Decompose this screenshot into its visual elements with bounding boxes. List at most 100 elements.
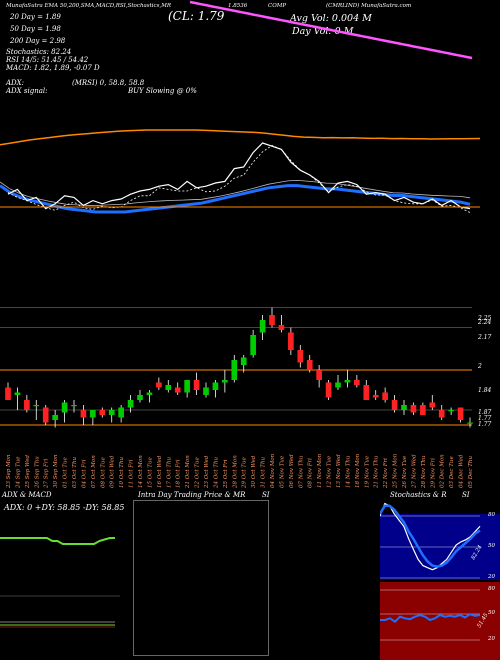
date-tick-label: 22 Oct Tue — [195, 456, 201, 489]
date-tick-label: 23 Oct Wed — [204, 455, 210, 489]
date-tick-label: 08 Oct Tue — [100, 456, 106, 488]
candle-body — [335, 382, 341, 388]
date-tick-label: 16 Oct Wed — [157, 455, 163, 488]
rsi-level-label: 50 — [488, 610, 495, 616]
date-tick-label: 24 Oct Thu — [213, 456, 219, 489]
intra-panel-title: Intra Day Trading Price & MR — [138, 491, 246, 499]
candle-body — [33, 405, 40, 407]
candle-body — [372, 395, 379, 398]
date-tick-label: 28 Nov Thu — [421, 455, 427, 489]
ma-20-label: 20 Day = 1.89 — [10, 13, 61, 21]
candle-body — [61, 402, 68, 413]
adx-panel-title: ADX & MACD — [2, 491, 52, 499]
date-tick-label: 28 Oct Mon — [232, 455, 238, 489]
date-tick-label: 30 Sep Mon — [53, 454, 59, 488]
rsi-level-label: 20 — [487, 636, 495, 642]
adx-label: ADX: — [6, 79, 25, 87]
date-tick-label: 15 Oct Tue — [147, 456, 153, 488]
date-tick-label: 21 Oct Mon — [185, 455, 191, 489]
macd-label: MACD: 1.82, 1.89, -0.07 D — [6, 64, 100, 72]
date-tick-label: 26 Sep Thu — [34, 456, 40, 489]
candle-body — [297, 350, 304, 363]
candle-body — [90, 410, 96, 418]
mrsi-label: (MRSI) 0, 58.8, 58.8 — [72, 79, 145, 87]
candle-body — [420, 405, 426, 415]
header-top-mid2: 1.8536 — [228, 3, 248, 9]
candle-body — [344, 380, 351, 383]
date-tick-label: 10 Oct Thu — [119, 456, 125, 488]
candle-body — [24, 400, 30, 410]
price-level-label: 1.77 — [478, 415, 492, 422]
date-tick-label: 21 Nov Thu — [374, 455, 380, 489]
date-tick-label: 25 Oct Fri — [223, 459, 229, 489]
date-tick-label: 25 Sep Wed — [25, 455, 31, 489]
candle-body — [288, 332, 294, 350]
candle-body — [71, 405, 77, 407]
candle-body — [184, 380, 190, 393]
intraday-panel — [133, 500, 269, 656]
date-tick-label: 11 Nov Mon — [317, 453, 323, 488]
candle-body — [306, 360, 313, 370]
candle-body — [278, 325, 285, 330]
date-tick-label: 13 Nov Wed — [336, 454, 342, 488]
date-tick-label: 12 Nov Tue — [327, 455, 333, 488]
date-tick-label: 17 Oct Thu — [166, 456, 172, 488]
candle-body — [250, 335, 256, 355]
candle-body — [14, 392, 21, 395]
ma-50-label: 50 Day = 1.98 — [10, 25, 61, 33]
stoch-level-label: 50 — [488, 543, 495, 549]
candle-body — [240, 357, 247, 365]
date-tick-label: 18 Oct Fri — [176, 459, 182, 488]
header-cl: (CL: 1.79 — [168, 9, 225, 23]
candle-body — [118, 407, 124, 418]
date-tick-label: 19 Nov Tue — [364, 455, 370, 488]
adx-values: ADX: 0 +DY: 58.85 -DY: 58.85 — [4, 503, 125, 512]
candle-body — [401, 405, 407, 410]
date-tick-label: 25 Nov Mon — [393, 453, 399, 489]
ma-grey-line — [0, 179, 471, 207]
date-tick-label: 01 Oct Tue — [63, 456, 69, 488]
candle-body — [363, 385, 370, 400]
ma-blue-line — [0, 184, 471, 214]
ema200-line — [189, 0, 473, 60]
header-top-left: MunafaSutra EMA 50,200,SMA,MACD,RSI,Stoc… — [6, 3, 171, 9]
date-tick-label: 29 Oct Tue — [242, 456, 248, 489]
date-tick-label: 14 Nov Thu — [345, 455, 351, 488]
candle-body — [467, 422, 473, 424]
candle-body — [457, 407, 464, 420]
date-tick-label: 04 Oct Fri — [81, 459, 87, 488]
price-level-label: 1.84 — [478, 387, 492, 394]
candle-body — [259, 320, 266, 333]
date-tick-label: 30 Oct Wed — [251, 455, 257, 488]
candle-body — [156, 382, 162, 388]
candle-body — [269, 315, 275, 325]
rsi-level-label: 80 — [488, 586, 495, 592]
candle-body — [127, 400, 134, 408]
date-tick-label: 07 Oct Mon — [91, 455, 97, 488]
adx-macd-panel: ADX: 0 +DY: 58.85 -DY: 58.85 — [0, 500, 124, 660]
stoch-level-label: 20 — [487, 574, 495, 580]
stoch-smooth-line — [380, 504, 481, 568]
stoch-panel-title: Stochastics & R — [390, 491, 447, 499]
header-top-right: (CMRLIND) MunafaSutra.com — [326, 3, 412, 9]
stoch-panel-suffix: SI — [462, 491, 470, 499]
candle-body — [212, 382, 219, 390]
date-tick-label: 31 Oct Thu — [261, 456, 267, 488]
price-level-label: 1.87 — [478, 409, 492, 416]
price-level-label: 2.17 — [477, 334, 492, 341]
candle-body — [222, 380, 228, 383]
candle-body — [42, 407, 49, 423]
price-level-label: 2.24 — [477, 319, 492, 326]
date-tick-label: 04 Dec Wed — [459, 454, 465, 488]
candle-body — [448, 410, 454, 412]
date-tick-label: 22 Nov Fri — [383, 458, 389, 489]
date-tick-label: 05 Nov Tue — [279, 455, 285, 488]
date-tick-label: 23 Sep Mon — [6, 454, 12, 489]
buy-slowing-label: BUY Slowing @ 0% — [128, 87, 197, 95]
date-tick-label: 08 Nov Fri — [308, 458, 314, 488]
candle-body — [146, 392, 153, 395]
date-tick-label: 02 Dec Mon — [440, 454, 446, 488]
avg-vol-label: Avg Vol: 0.004 M — [290, 13, 372, 24]
candle-body — [316, 370, 322, 380]
